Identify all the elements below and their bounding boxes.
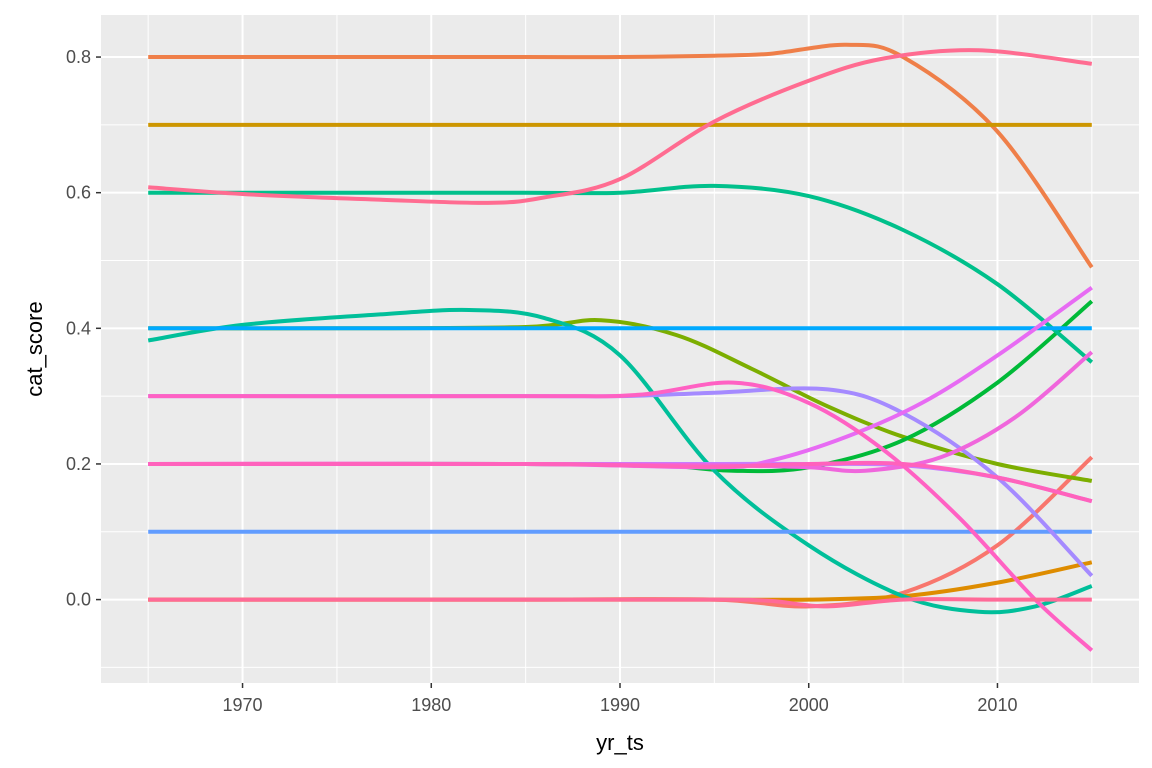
- x-tick-labels: 1970 1980 1990 2000 2010: [223, 695, 1018, 715]
- series-line-17: [148, 48, 1093, 205]
- x-tick-label: 2010: [977, 695, 1017, 715]
- series-line-18: [148, 597, 1092, 609]
- axis-ticks: [96, 56, 999, 688]
- series-line-15: [148, 380, 1094, 652]
- y-axis-title: cat_score: [22, 301, 47, 396]
- series-line-7: [148, 183, 1094, 364]
- y-tick-label: 0.2: [66, 454, 91, 474]
- series-line-2: [148, 42, 1094, 269]
- x-tick-label: 2000: [789, 695, 829, 715]
- y-tick-label: 0.4: [66, 318, 91, 338]
- series-line-16: [148, 460, 1093, 504]
- series-layer: [147, 42, 1094, 652]
- x-tick-label: 1980: [411, 695, 451, 715]
- x-tick-label: 1990: [600, 695, 640, 715]
- y-tick-label: 0.8: [66, 47, 91, 67]
- y-tick-label: 0.0: [66, 590, 91, 610]
- x-tick-label: 1970: [223, 695, 263, 715]
- series-line-8: [147, 307, 1093, 615]
- y-tick-label: 0.6: [66, 183, 91, 203]
- x-axis-title: yr_ts: [596, 730, 644, 755]
- y-tick-labels: 0.0 0.2 0.4 0.6 0.8: [66, 47, 91, 610]
